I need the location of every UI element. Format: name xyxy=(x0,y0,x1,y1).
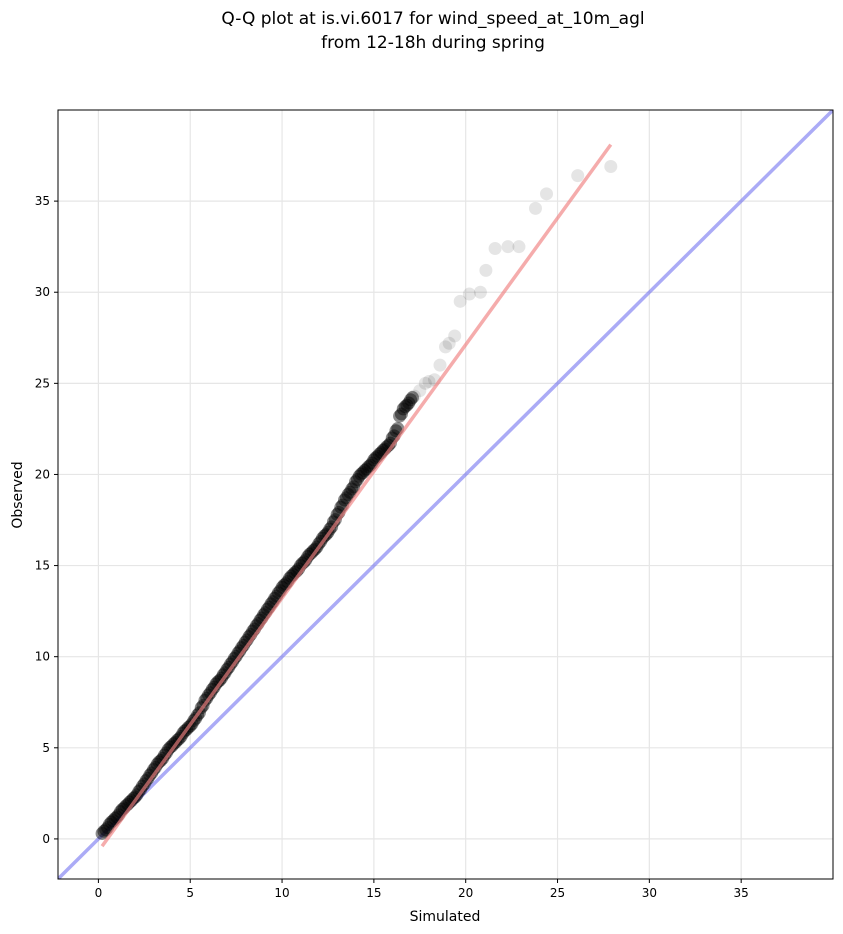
qq-point xyxy=(407,389,421,403)
qq-point xyxy=(345,482,359,496)
qq-point xyxy=(413,384,427,398)
qq-point xyxy=(99,823,113,837)
y-tick-label: 30 xyxy=(35,285,50,299)
qq-point xyxy=(347,480,361,494)
qq-point xyxy=(341,488,355,501)
x-tick-label: 20 xyxy=(458,886,473,900)
plot-frame xyxy=(57,109,834,880)
identity-line xyxy=(58,110,833,879)
qq-point xyxy=(365,456,379,470)
qq-point xyxy=(202,688,216,702)
qq-point xyxy=(207,680,221,694)
y-tick-label: 5 xyxy=(42,741,50,755)
qq-point xyxy=(398,400,412,414)
qq-point xyxy=(473,285,487,299)
chart-subtitle: from 12-18h during spring xyxy=(321,33,545,53)
qq-point xyxy=(102,817,116,831)
qq-point xyxy=(156,751,170,765)
qq-point xyxy=(95,826,109,840)
qq-point xyxy=(101,821,115,835)
axis-ticks: 0 5 10 15 20 25 30 35 0 5 10 15 20 25 30 35 xyxy=(35,194,749,900)
qq-point xyxy=(306,544,320,558)
x-tick-label: 35 xyxy=(734,886,749,900)
qq-point xyxy=(393,409,407,423)
qq-point xyxy=(604,159,618,173)
x-tick-label: 10 xyxy=(274,886,289,900)
qq-point xyxy=(400,398,414,412)
y-tick-label: 0 xyxy=(42,832,50,846)
x-tick-label: 0 xyxy=(95,886,103,900)
x-axis-label: Simulated xyxy=(410,909,481,925)
qq-point xyxy=(396,402,410,416)
qq-point xyxy=(141,771,155,785)
qq-point xyxy=(343,485,357,499)
qq-point xyxy=(394,407,408,421)
y-tick-label: 35 xyxy=(35,194,50,208)
qq-point xyxy=(350,473,364,487)
chart-title: Q-Q plot at is.vi.6017 for wind_speed_at… xyxy=(221,9,644,29)
qq-point xyxy=(337,493,351,507)
qq-point xyxy=(418,376,432,390)
qq-point xyxy=(479,263,493,277)
qq-point xyxy=(220,662,234,676)
qq-point xyxy=(453,294,467,308)
qq-point xyxy=(433,358,447,372)
y-tick-label: 10 xyxy=(35,650,50,664)
qq-point xyxy=(154,754,168,768)
qq-point xyxy=(448,329,462,343)
qq-point xyxy=(571,169,585,183)
qq-point xyxy=(225,655,239,669)
qq-point xyxy=(205,682,219,696)
y-tick-label: 25 xyxy=(35,376,50,390)
plot-area xyxy=(58,110,833,879)
grid-lines xyxy=(58,110,833,879)
qq-point xyxy=(360,462,374,476)
x-tick-label: 30 xyxy=(642,886,657,900)
x-tick-label: 25 xyxy=(550,886,565,900)
qq-point xyxy=(352,469,366,483)
x-tick-label: 5 xyxy=(186,886,194,900)
qq-point xyxy=(126,791,140,805)
qq-point xyxy=(363,458,377,472)
qq-point xyxy=(404,393,418,407)
qq-point xyxy=(339,491,353,505)
y-tick-label: 20 xyxy=(35,467,50,481)
x-tick-label: 15 xyxy=(366,886,381,900)
qq-point xyxy=(104,815,118,829)
qq-point xyxy=(159,746,173,760)
qq-point xyxy=(349,475,363,489)
regression-line xyxy=(100,143,613,848)
qq-point xyxy=(405,391,419,405)
y-tick-label: 15 xyxy=(35,559,50,573)
qq-point xyxy=(488,241,502,255)
qq-point xyxy=(361,460,375,474)
qq-point xyxy=(304,546,318,560)
qq-point xyxy=(356,466,370,480)
qq-point xyxy=(528,201,542,215)
qq-point xyxy=(354,467,368,481)
qq-point xyxy=(369,451,383,465)
qq-point xyxy=(402,396,416,410)
qq-point xyxy=(439,340,452,354)
qq-point xyxy=(462,287,476,301)
qq-point xyxy=(135,779,149,793)
qq-point xyxy=(97,824,111,838)
qq-point xyxy=(512,240,526,254)
qq-point xyxy=(358,463,372,477)
qq-point xyxy=(367,453,381,467)
qq-point xyxy=(501,240,515,254)
qq-point xyxy=(442,336,456,350)
y-axis-label: Observed xyxy=(10,461,26,528)
qq-point xyxy=(540,187,554,201)
qq-point xyxy=(422,375,436,389)
